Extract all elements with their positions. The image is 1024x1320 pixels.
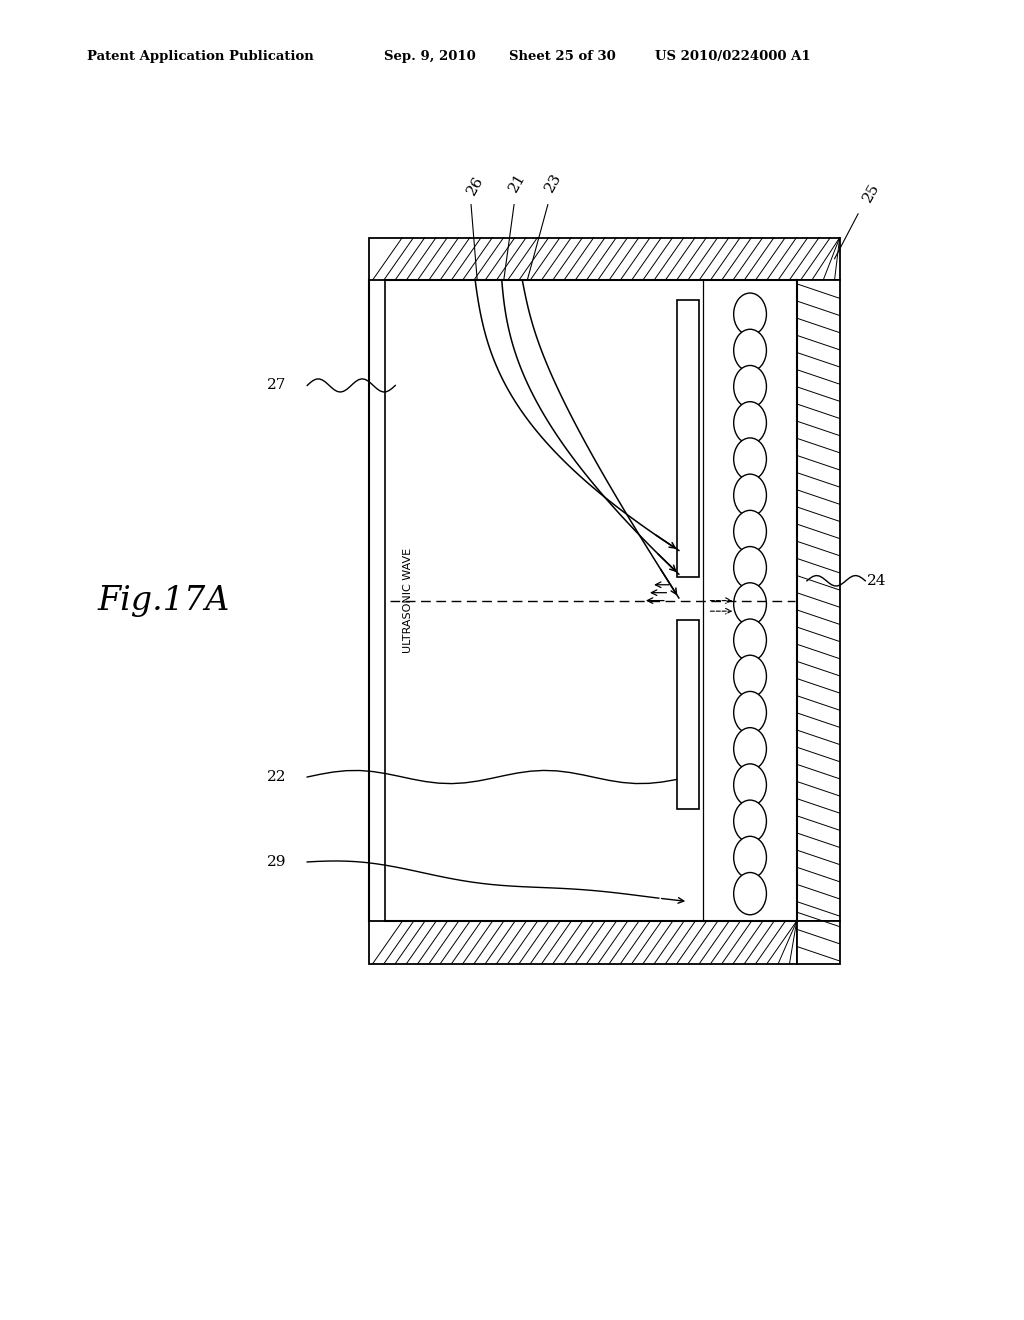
Circle shape bbox=[733, 619, 766, 661]
Bar bbox=[369, 238, 840, 280]
Circle shape bbox=[733, 329, 766, 371]
Text: 25: 25 bbox=[860, 181, 882, 205]
Bar bbox=[677, 300, 699, 577]
Circle shape bbox=[733, 764, 766, 807]
Circle shape bbox=[733, 873, 766, 915]
Text: 21: 21 bbox=[506, 170, 528, 194]
Text: ULTRASONIC WAVE: ULTRASONIC WAVE bbox=[402, 548, 413, 653]
Text: US 2010/0224000 A1: US 2010/0224000 A1 bbox=[655, 50, 811, 63]
Text: 24: 24 bbox=[867, 574, 887, 587]
Circle shape bbox=[733, 293, 766, 335]
Bar bbox=[797, 921, 840, 964]
Text: 23: 23 bbox=[542, 170, 564, 194]
Circle shape bbox=[733, 401, 766, 444]
Text: Sep. 9, 2010: Sep. 9, 2010 bbox=[384, 50, 476, 63]
Circle shape bbox=[733, 438, 766, 480]
Circle shape bbox=[733, 582, 766, 626]
Circle shape bbox=[733, 366, 766, 408]
Bar bbox=[369, 921, 797, 964]
Text: 26: 26 bbox=[464, 174, 486, 198]
Bar bbox=[677, 620, 699, 809]
Circle shape bbox=[733, 800, 766, 842]
Text: 27: 27 bbox=[267, 379, 287, 392]
Bar bbox=[797, 280, 840, 921]
Text: 22: 22 bbox=[267, 770, 287, 784]
Text: Patent Application Publication: Patent Application Publication bbox=[87, 50, 313, 63]
Circle shape bbox=[733, 474, 766, 516]
Circle shape bbox=[733, 727, 766, 770]
Circle shape bbox=[733, 692, 766, 734]
Text: Sheet 25 of 30: Sheet 25 of 30 bbox=[509, 50, 615, 63]
Text: 29: 29 bbox=[267, 855, 287, 869]
Circle shape bbox=[733, 511, 766, 553]
Circle shape bbox=[733, 546, 766, 589]
Circle shape bbox=[733, 837, 766, 879]
Circle shape bbox=[733, 655, 766, 697]
Text: Fig.17A: Fig.17A bbox=[97, 585, 230, 616]
